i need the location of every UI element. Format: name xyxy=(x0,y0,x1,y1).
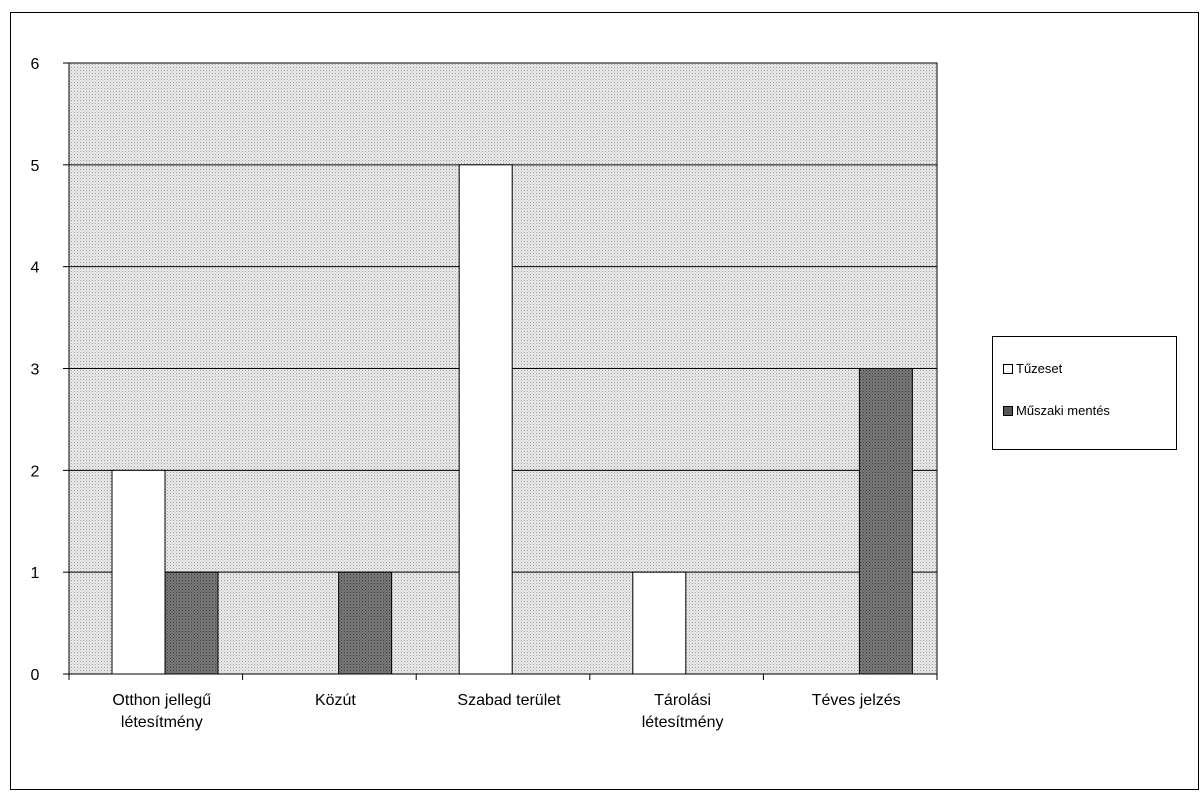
x-category-label: létesítmény xyxy=(121,714,203,731)
x-category-label: Közút xyxy=(315,692,356,709)
bar-tuzeset xyxy=(458,164,513,675)
y-tick-label: 6 xyxy=(31,56,40,73)
chart-frame: 0 1 2 3 4 5 6 Otthon jellegű létesítmény Közút Sza… xyxy=(10,12,1199,790)
bar-muszaki-mentes xyxy=(164,571,219,675)
bar-muszaki-mentes xyxy=(338,571,393,675)
legend-swatch-muszaki-mentes xyxy=(1003,405,1013,416)
y-tick-label: 3 xyxy=(31,362,40,379)
legend: Tűzeset Műszaki mentés xyxy=(992,336,1177,450)
bar-chart: 0 1 2 3 4 5 6 Otthon jellegű létesítmény Közút Sza… xyxy=(31,56,938,731)
x-category-label: Tárolási xyxy=(654,692,711,709)
legend-label-muszaki-mentes: Műszaki mentés xyxy=(1016,403,1110,418)
legend-item-muszaki-mentes: Műszaki mentés xyxy=(1003,403,1110,418)
legend-swatch-tuzeset xyxy=(1003,363,1013,374)
x-category-label: létesítmény xyxy=(642,714,724,731)
y-tick-label: 5 xyxy=(31,158,40,175)
y-tick-label: 1 xyxy=(31,565,40,582)
y-tick-label: 2 xyxy=(31,463,40,480)
y-tick-label: 4 xyxy=(31,260,40,277)
bar-tuzeset xyxy=(111,469,166,675)
bar-muszaki-mentes xyxy=(858,368,913,675)
x-category-label: Téves jelzés xyxy=(812,692,901,709)
legend-item-tuzeset: Tűzeset xyxy=(1003,361,1062,376)
legend-label-tuzeset: Tűzeset xyxy=(1016,361,1063,376)
x-category-label: Otthon jellegű xyxy=(112,692,211,709)
y-tick-label: 0 xyxy=(31,667,40,684)
x-category-label: Szabad terület xyxy=(457,692,561,709)
bar-tuzeset xyxy=(632,571,687,675)
